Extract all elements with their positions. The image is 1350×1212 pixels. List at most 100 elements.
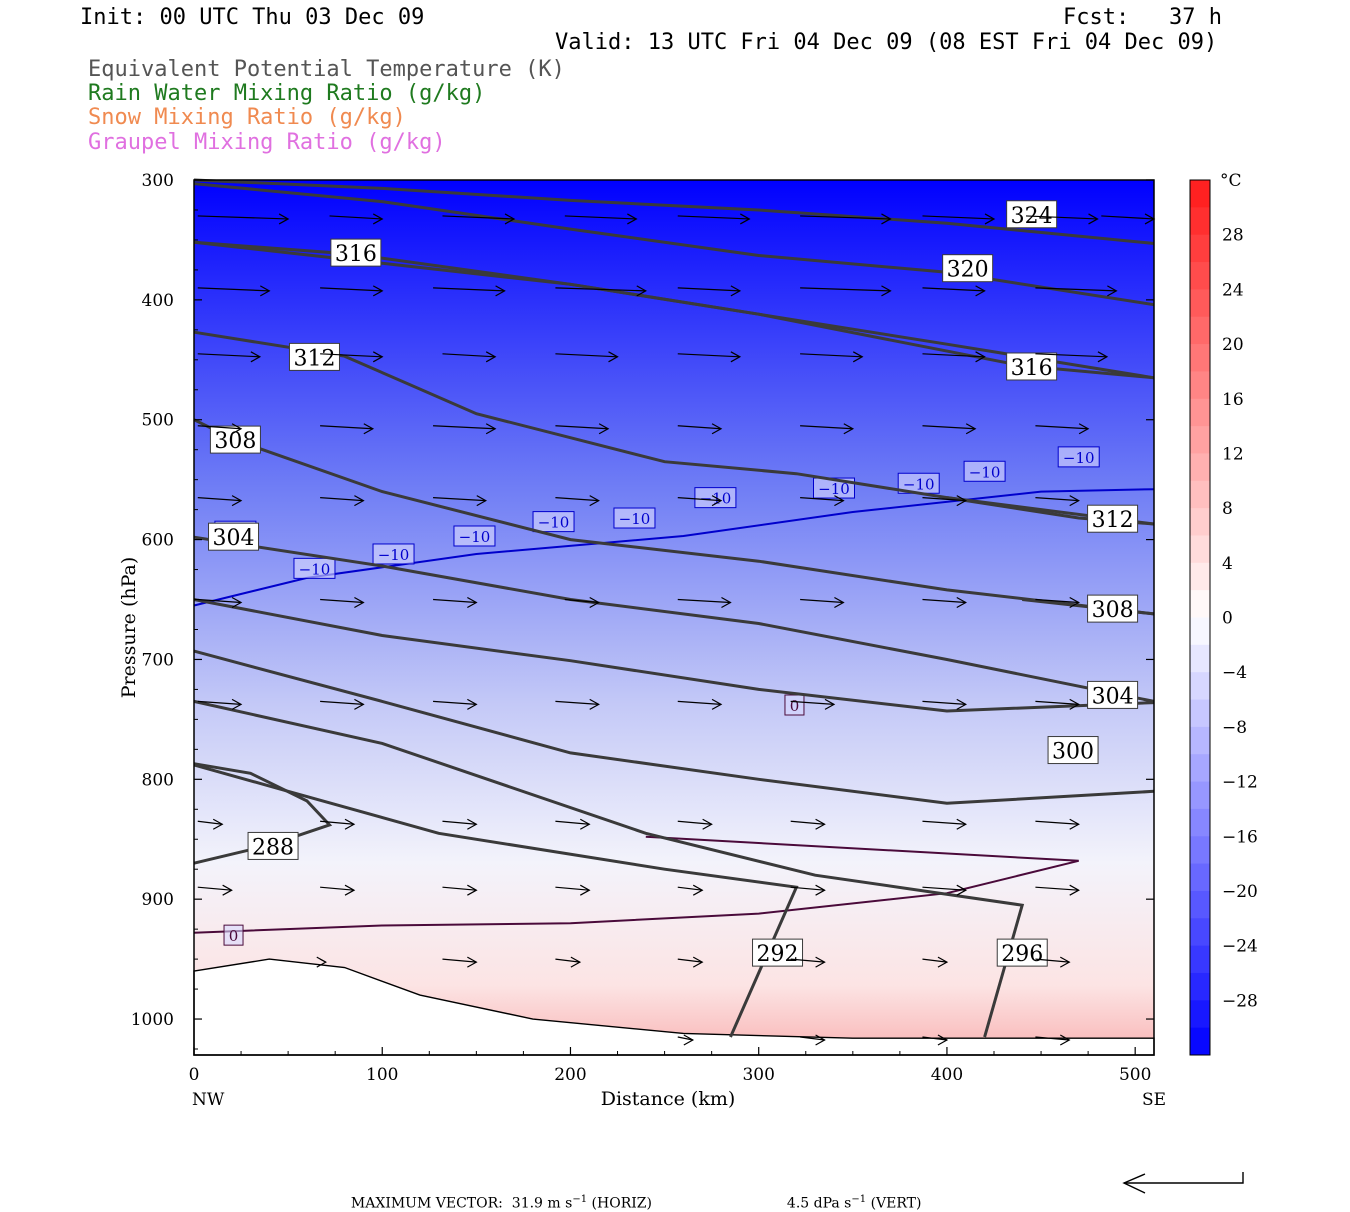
theta-e-label-box bbox=[1006, 200, 1058, 229]
colorbar-band bbox=[1190, 262, 1210, 290]
wind-vector-head bbox=[485, 423, 497, 435]
wind-vector-head bbox=[852, 351, 864, 363]
colorbar-band bbox=[1190, 344, 1210, 372]
colorbar-band bbox=[1190, 398, 1210, 427]
temperature-contour-label: −10 bbox=[459, 528, 491, 546]
legend-rain-water: Rain Water Mixing Ratio (g/kg) bbox=[88, 81, 486, 106]
wind-vector-head bbox=[965, 423, 977, 435]
wind-vector bbox=[197, 700, 242, 706]
temperature-contour-label: −10 bbox=[1063, 449, 1095, 467]
wind-vector bbox=[197, 287, 270, 292]
wind-vector bbox=[922, 287, 985, 292]
colorbar-tick-label: 28 bbox=[1222, 226, 1244, 246]
theta-e-contour bbox=[193, 240, 1155, 380]
wind-vector-head bbox=[589, 596, 600, 609]
wind-vector-head bbox=[598, 423, 610, 435]
y-tick-label: 900 bbox=[142, 890, 174, 910]
theta-e-label-box bbox=[1006, 352, 1058, 381]
wind-vector bbox=[1035, 425, 1089, 430]
wind-vector bbox=[677, 215, 750, 220]
wind-vector-head bbox=[231, 698, 243, 710]
theta-e-label-box bbox=[1087, 594, 1139, 623]
colorbar-band bbox=[1190, 617, 1210, 646]
x-tick-label: 500 bbox=[1119, 1065, 1151, 1085]
colorbar-band bbox=[1190, 562, 1210, 591]
colorbar-tick-label: 20 bbox=[1222, 335, 1244, 355]
wind-vector bbox=[555, 497, 599, 502]
colorbar-band bbox=[1190, 207, 1210, 236]
wind-vector-head bbox=[721, 596, 732, 609]
wind-vector bbox=[197, 425, 242, 430]
wind-vector-head bbox=[580, 818, 591, 830]
colorbar-band bbox=[1190, 808, 1210, 837]
wind-vector bbox=[800, 287, 891, 292]
wind-vector-head bbox=[372, 351, 384, 363]
wind-vector bbox=[922, 1036, 948, 1041]
wind-vector bbox=[1035, 886, 1079, 891]
colorbar-band bbox=[1190, 644, 1210, 673]
wind-vector bbox=[442, 820, 477, 825]
wind-vector-head bbox=[1069, 495, 1080, 507]
wind-vector bbox=[922, 598, 966, 604]
colorbar-band bbox=[1190, 890, 1210, 919]
plot-frame bbox=[193, 179, 1155, 1056]
wind-vector bbox=[677, 700, 722, 706]
wind-vector bbox=[1035, 1036, 1070, 1041]
colorbar-band bbox=[1190, 781, 1210, 810]
theta-e-label-box bbox=[1087, 680, 1139, 709]
wind-vector bbox=[197, 497, 242, 502]
wind-vector bbox=[555, 287, 646, 292]
wind-vector-head bbox=[834, 596, 845, 609]
max-vector-vert-caption: 4.5 dPa s−1 (VERT) bbox=[778, 1178, 922, 1212]
wind-vector bbox=[320, 425, 373, 430]
wind-vector-head bbox=[363, 423, 375, 435]
wind-vector-head bbox=[467, 884, 478, 896]
x-axis-label: Distance (km) bbox=[601, 1088, 736, 1110]
theta-e-contour bbox=[193, 535, 1155, 703]
y-axis-label: Pressure (hPa) bbox=[118, 557, 140, 699]
colorbar-band bbox=[1190, 836, 1210, 865]
max-vector-vert-unit: (VERT) bbox=[870, 1195, 922, 1212]
wind-vector bbox=[790, 958, 825, 963]
x-end-label-se: SE bbox=[1142, 1090, 1166, 1110]
temperature-contour-label: −10 bbox=[969, 463, 1001, 481]
colorbar-band bbox=[1190, 863, 1210, 892]
wind-vector bbox=[922, 700, 966, 706]
wind-vector bbox=[320, 598, 364, 604]
wind-vector bbox=[197, 820, 223, 825]
wind-vector-head bbox=[467, 956, 478, 968]
wind-vector-head bbox=[250, 351, 262, 363]
x-tick-label: 100 bbox=[366, 1065, 398, 1085]
max-vector-horiz: 31.9 m s bbox=[511, 1195, 573, 1212]
wind-vector bbox=[197, 353, 260, 358]
wind-vector-head bbox=[1078, 423, 1090, 435]
wind-vector-head bbox=[608, 351, 619, 363]
colorbar-band bbox=[1190, 699, 1210, 728]
wind-vector bbox=[564, 215, 637, 220]
wind-vector bbox=[320, 820, 355, 825]
wind-vector-head bbox=[344, 884, 356, 896]
wind-vector bbox=[790, 886, 825, 891]
theta-e-contour bbox=[193, 649, 1155, 805]
temperature-contour-label: −10 bbox=[903, 475, 935, 493]
theta-e-contour-label: 316 bbox=[335, 242, 377, 267]
colorbar-band bbox=[1190, 316, 1210, 345]
wind-vector bbox=[922, 215, 995, 220]
wind-vector-head bbox=[231, 495, 243, 507]
wind-vector-head bbox=[627, 213, 638, 225]
temperature-contour-label: 0 bbox=[790, 697, 800, 715]
wind-vector bbox=[800, 353, 863, 358]
y-tick-label: 700 bbox=[142, 650, 174, 670]
legend-graupel: Graupel Mixing Ratio (g/kg) bbox=[88, 130, 446, 155]
wind-vector-head bbox=[843, 423, 855, 435]
theta-e-label-box bbox=[1087, 504, 1139, 533]
theta-e-contour-label: 304 bbox=[213, 526, 255, 551]
wind-vector-head bbox=[711, 698, 723, 710]
colorbar-band bbox=[1190, 726, 1210, 755]
wind-vector bbox=[800, 425, 853, 430]
wind-vector-head bbox=[504, 213, 516, 225]
plot-background bbox=[194, 180, 1154, 1055]
colorbar-band bbox=[1190, 453, 1210, 482]
wind-vector bbox=[555, 700, 599, 706]
wind-vector bbox=[677, 820, 712, 825]
